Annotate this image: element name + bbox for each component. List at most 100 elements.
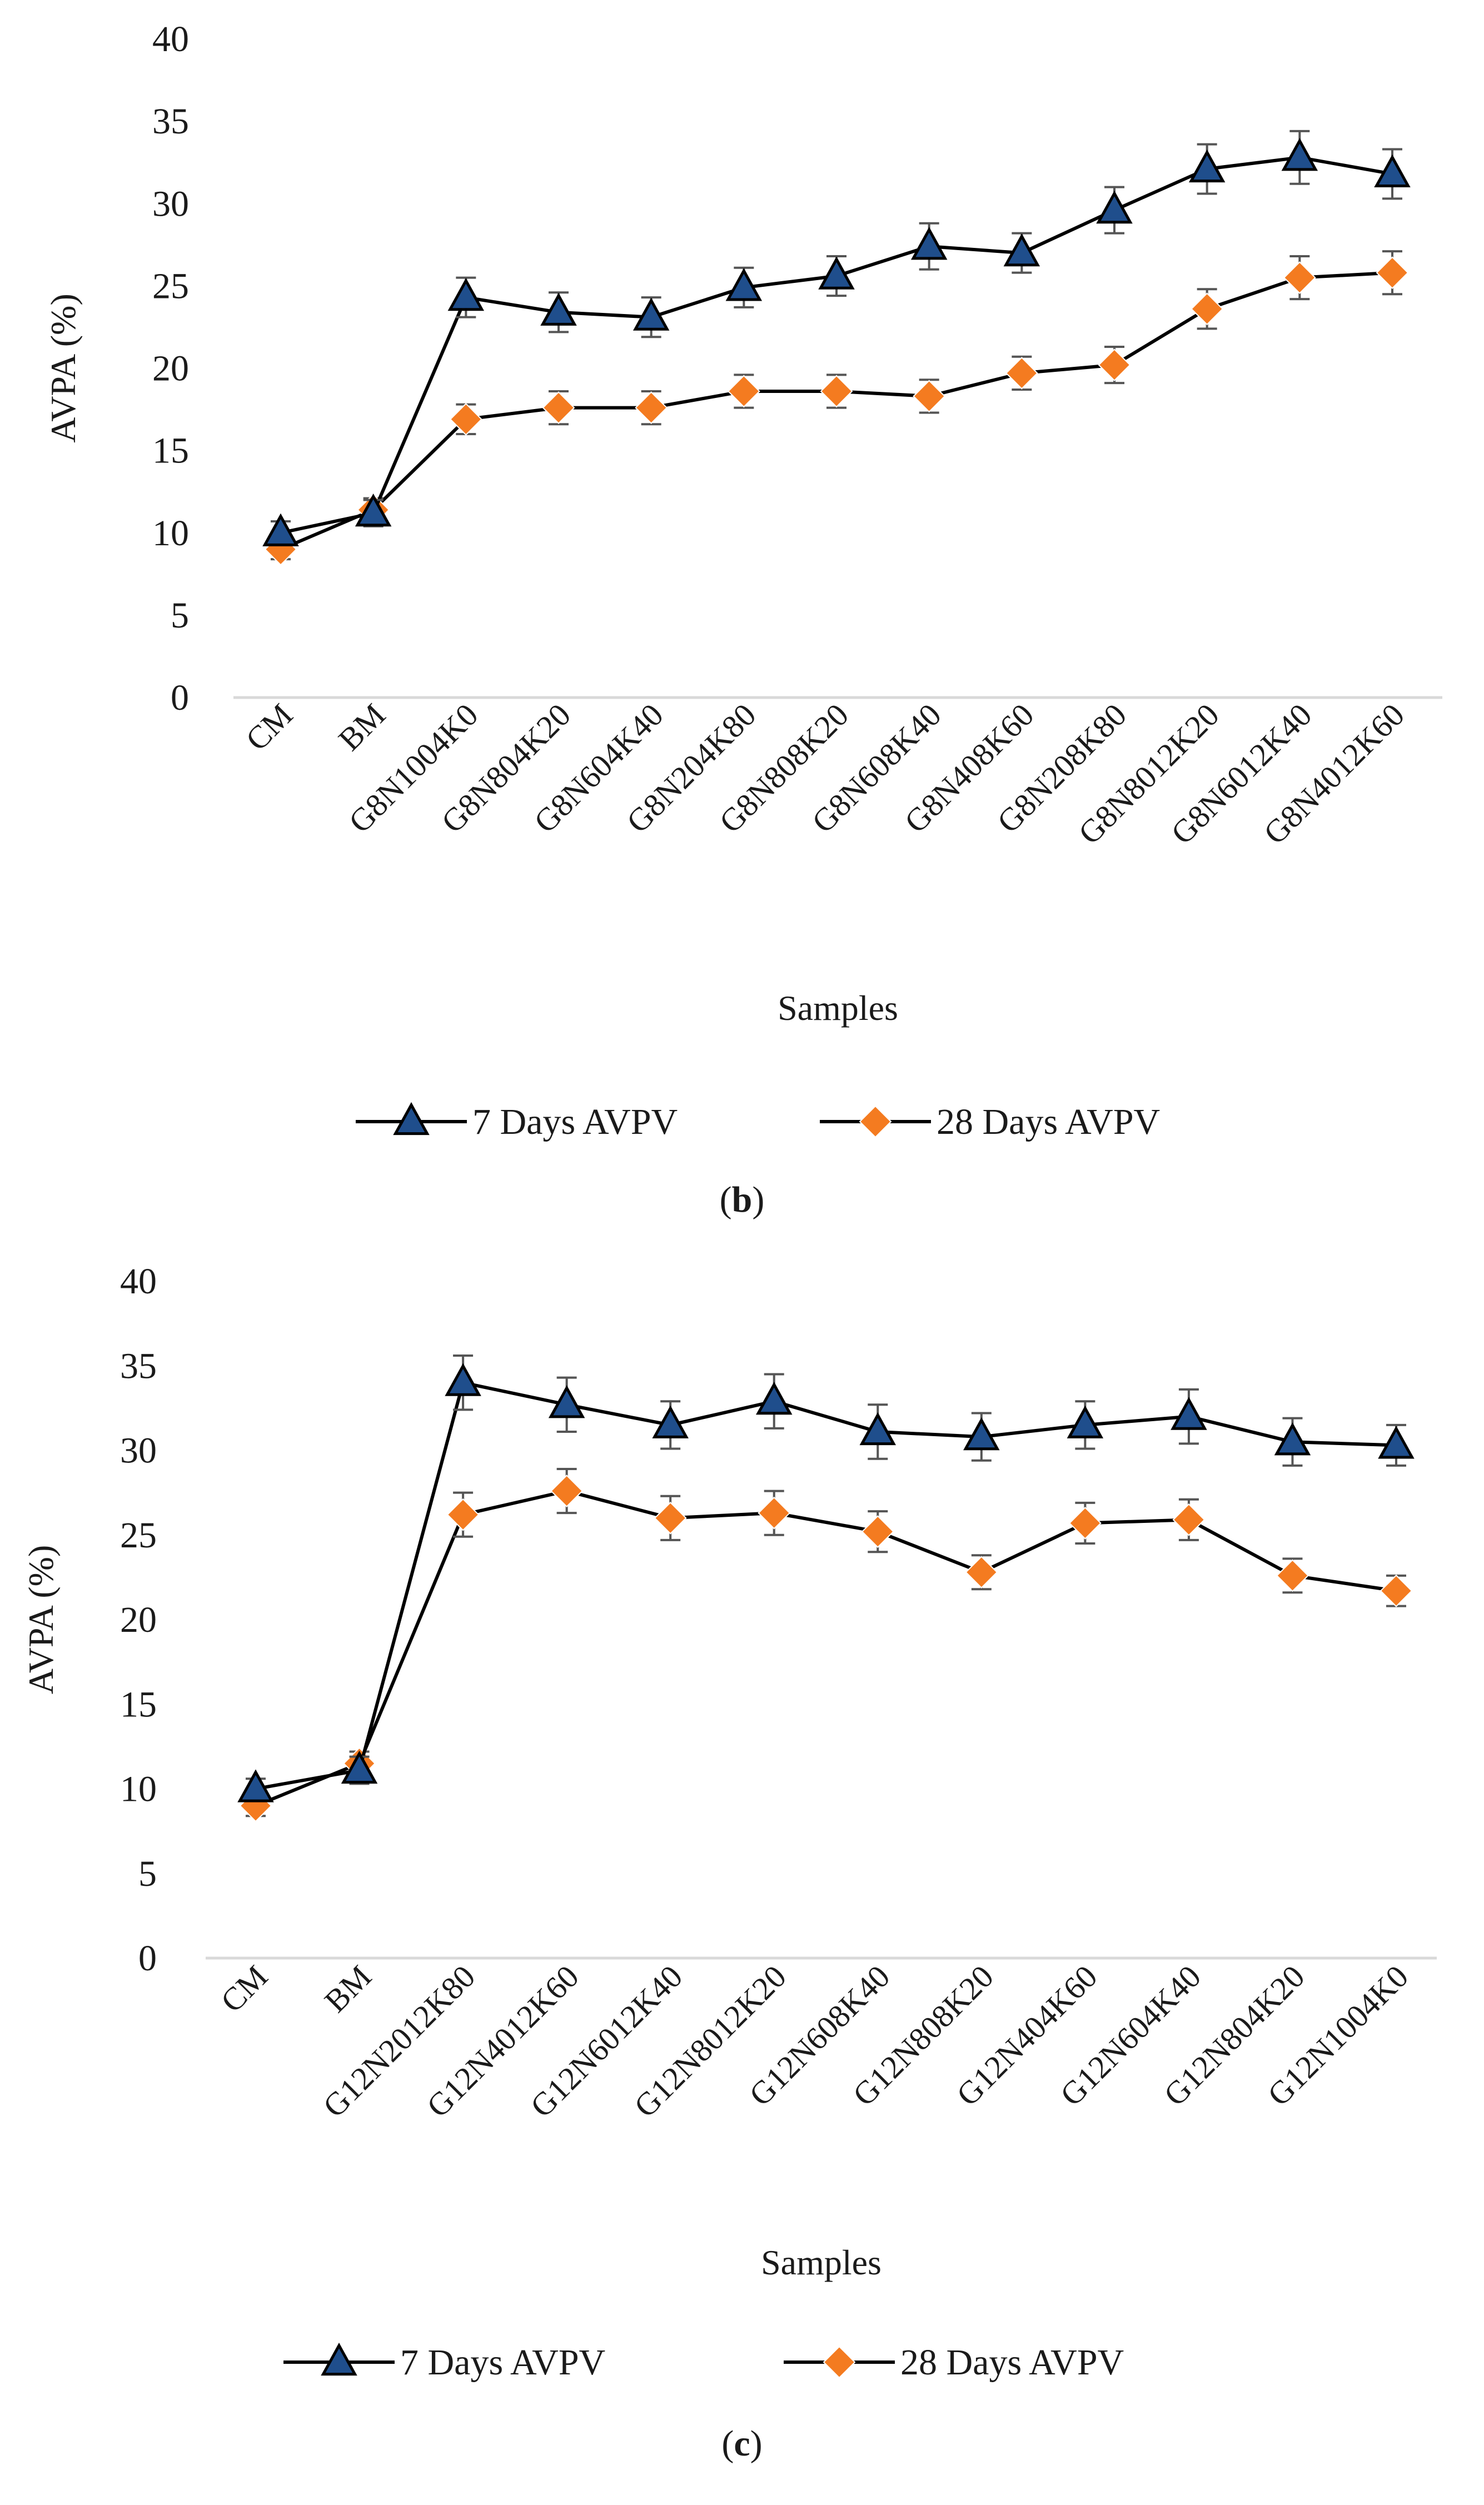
data-point [758,1496,791,1530]
triangle-marker-icon [393,1102,430,1136]
data-point [1376,256,1409,290]
data-point [449,402,482,436]
data-point [910,227,948,260]
data-point [237,1769,274,1802]
y-tick-label: 10 [120,1769,157,1810]
data-point [542,391,575,425]
triangle-marker-icon [321,2342,357,2376]
data-point [540,292,577,326]
data-point [818,256,855,290]
caption-paren-close: ) [752,1179,764,1220]
x-tick-label: CM [238,696,300,758]
series-line [280,156,1393,535]
data-point [1068,1507,1102,1540]
y-tick-label: 35 [120,1346,157,1386]
data-point [861,1515,894,1548]
y-tick-label: 40 [152,19,189,59]
y-tick-label: 5 [138,1854,157,1894]
y-tick-label: 25 [152,266,189,306]
legend: 7 Days AVPV 28 Days AVPV [283,2342,1124,2383]
data-point [654,1501,687,1535]
data-point [550,1475,584,1507]
series-28-days [239,1467,1413,1822]
legend-label: 28 Days AVPV [900,2342,1124,2383]
y-axis-title: AVPA (%) [21,1545,61,1695]
data-point [341,1750,378,1784]
caption-letter: b [732,1179,753,1220]
series-7-days [262,130,1411,546]
diamond-marker-icon [859,1105,892,1138]
legend-label: 7 Days AVPV [400,2342,605,2383]
data-point [1067,1405,1104,1438]
data-point [1283,261,1316,294]
series-line [255,1381,1397,1791]
y-tick-label: 0 [138,1938,157,1979]
x-tick-label: BM [331,696,392,758]
data-point [635,391,668,425]
data-point [1276,1559,1309,1592]
series-line [255,1489,1397,1807]
panel-caption: (b) [720,1179,765,1220]
data-point [1378,1426,1415,1459]
y-tick-label: 15 [152,431,189,471]
data-point [1096,190,1133,224]
data-point [963,1417,1000,1451]
series-28-days [264,250,1409,566]
x-axis-title: Samples [778,988,898,1028]
data-point [1380,1574,1413,1607]
data-point [1003,233,1040,267]
data-point [445,1363,481,1396]
data-point [355,494,392,527]
caption-paren-open: ( [721,2423,734,2464]
legend: 7 Days AVPV 28 Days AVPV [356,1102,1160,1142]
data-point [1281,138,1318,171]
data-point [1005,356,1038,390]
data-point [913,380,946,413]
diamond-marker-icon [823,2345,856,2379]
data-point [755,1382,793,1415]
data-point [446,1498,480,1531]
data-point [1191,292,1224,326]
y-tick-label: 35 [152,101,189,142]
data-point [1098,348,1131,381]
y-tick-label: 20 [152,348,189,389]
y-tick-label: 10 [152,513,189,554]
data-point [262,513,299,546]
data-point [548,1385,585,1418]
x-axis-title: Samples [761,2243,882,2282]
y-tick-label: 5 [171,595,189,636]
caption-paren-open: ( [720,1179,732,1220]
data-point [447,277,485,311]
data-point [1172,1503,1206,1536]
data-point [633,297,670,331]
caption-paren-close: ) [750,2423,763,2464]
data-point [859,1412,897,1446]
panel-caption: (c) [721,2423,762,2464]
data-point [1171,1397,1207,1430]
data-point [727,375,760,408]
data-point [965,1556,998,1589]
series-7-days [237,1354,1415,1802]
x-tick-label: BM [317,1958,379,2019]
caption-letter: c [734,2423,750,2464]
data-point [1274,1422,1311,1456]
data-point [820,375,853,408]
legend-label: 7 Days AVPV [472,1102,678,1142]
data-point [652,1405,689,1438]
y-tick-label: 30 [120,1431,157,1471]
y-tick-label: 0 [171,678,189,718]
x-tick-label: CM [213,1958,275,2019]
data-point [1188,149,1226,183]
y-tick-label: 25 [120,1515,157,1556]
legend-label: 28 Days AVPV [937,1102,1160,1142]
data-point [1374,154,1411,188]
y-axis-title: AVPA (%) [43,293,83,443]
y-tick-label: 20 [120,1600,157,1640]
data-point [725,268,763,301]
y-tick-label: 15 [120,1684,157,1725]
series-line [280,271,1393,551]
